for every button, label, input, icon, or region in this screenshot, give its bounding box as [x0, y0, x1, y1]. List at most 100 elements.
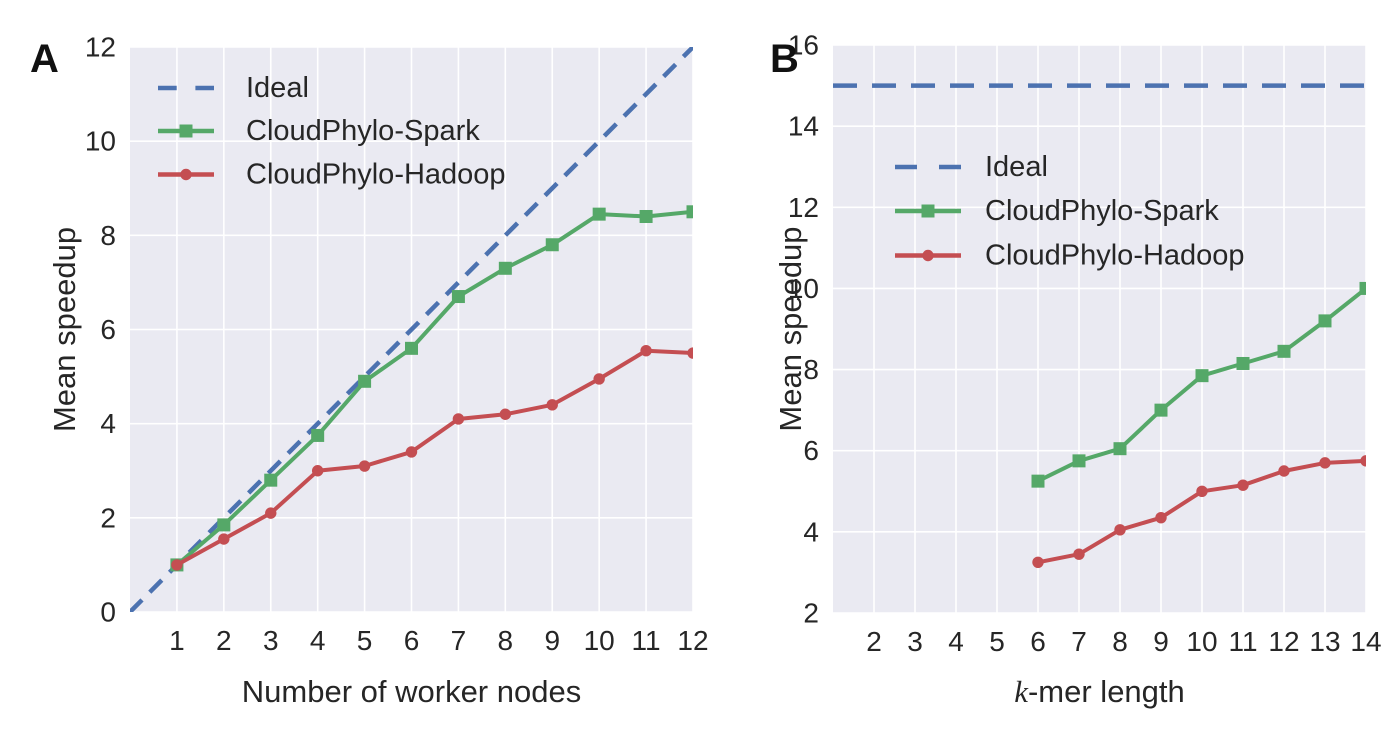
- data-point-marker-circle: [640, 344, 652, 357]
- plot-area: [833, 45, 1366, 613]
- data-point-marker-circle: [1319, 457, 1331, 469]
- data-point-marker-circle: [405, 446, 418, 458]
- x-tick-label: 7: [1071, 626, 1087, 657]
- data-point-marker-square: [1113, 442, 1127, 456]
- x-tick-label: 14: [1350, 626, 1381, 657]
- data-point-marker-square: [639, 210, 653, 223]
- data-point-marker-circle: [1196, 485, 1208, 497]
- data-point-marker-square: [1072, 454, 1086, 468]
- legend-label: CloudPhylo-Hadoop: [246, 159, 506, 191]
- x-tick-label: 6: [404, 625, 420, 656]
- x-tick-label: 10: [1186, 626, 1217, 657]
- x-tick-label: 3: [263, 625, 279, 656]
- data-point-marker-circle: [1237, 479, 1249, 491]
- y-tick-label: 12: [788, 192, 819, 223]
- data-point-marker-square: [217, 518, 231, 532]
- panel-label: B: [770, 37, 799, 81]
- x-tick-label: 11: [1228, 626, 1257, 657]
- data-point-marker-circle: [452, 413, 465, 425]
- data-point-marker-square: [1236, 356, 1250, 370]
- data-point-marker-circle: [1360, 455, 1366, 467]
- y-tick-label: 10: [788, 273, 819, 304]
- data-point-marker-circle: [311, 465, 324, 477]
- series-line-ideal: [130, 47, 693, 612]
- series-line-cloudphylo-spark: [175, 209, 693, 567]
- data-point-marker-circle: [1155, 511, 1167, 524]
- data-point-marker-circle: [499, 408, 512, 420]
- data-point-marker-square: [1154, 403, 1168, 417]
- x-axis-label: Number of worker nodes: [242, 674, 581, 709]
- data-point-marker-circle: [1278, 465, 1290, 477]
- y-tick-label: 14: [788, 111, 819, 142]
- y-tick-label: 8: [100, 220, 116, 251]
- data-point-marker-circle: [546, 399, 558, 411]
- legend-label: CloudPhylo-Spark: [246, 115, 480, 147]
- data-point-marker-square: [1359, 281, 1366, 295]
- legend-label: CloudPhylo-Hadoop: [985, 240, 1245, 272]
- data-point-marker-circle: [1073, 548, 1085, 560]
- data-point-marker-circle: [1114, 524, 1126, 536]
- data-point-marker-circle: [1032, 556, 1044, 568]
- x-tick-label: 2: [216, 625, 232, 656]
- x-tick-label: 4: [310, 625, 326, 656]
- x-tick-label: 10: [584, 625, 615, 656]
- legend-label: Ideal: [985, 151, 1048, 183]
- y-tick-label: 8: [803, 354, 819, 385]
- legend-label: Ideal: [246, 72, 309, 104]
- data-point-marker-circle: [265, 507, 277, 519]
- x-tick-label: 2: [866, 626, 882, 657]
- data-point-marker-square: [451, 290, 465, 304]
- x-tick-label: 1: [169, 625, 185, 656]
- data-point-marker-square: [1031, 474, 1045, 488]
- data-point-marker-square: [592, 207, 606, 221]
- x-tick-label: 4: [948, 626, 964, 657]
- data-point-marker-circle: [687, 347, 693, 359]
- series-group: [130, 47, 693, 612]
- x-axis-label-text-part: Number of worker nodes: [242, 674, 581, 709]
- y-tick-label: 6: [100, 314, 116, 345]
- series-group: [833, 83, 1366, 568]
- y-tick-label: 2: [803, 598, 819, 629]
- y-tick-label: 10: [85, 126, 116, 157]
- data-point-marker-circle: [171, 559, 183, 571]
- y-tick-label: 4: [803, 516, 819, 547]
- x-tick-label: 8: [498, 625, 514, 656]
- data-point-marker-circle: [593, 373, 605, 385]
- y-tick-label: 6: [803, 435, 819, 466]
- data-point-marker-square: [686, 205, 693, 219]
- data-point-marker-square: [311, 428, 325, 442]
- x-tick-label: 6: [1030, 626, 1046, 657]
- data-point-marker-square: [264, 473, 278, 487]
- legend-marker-circle: [922, 249, 934, 262]
- x-tick-label: 3: [907, 626, 923, 657]
- x-tick-label: 7: [451, 625, 467, 656]
- panel-label: A: [30, 37, 59, 81]
- data-point-marker-square: [545, 238, 559, 252]
- data-point-marker-square: [1195, 369, 1209, 383]
- y-axis-label: Mean speedup: [47, 227, 82, 432]
- legend-marker-circle: [180, 168, 192, 181]
- series-line-cloudphylo-hadoop: [175, 348, 693, 567]
- y-tick-label: 2: [100, 502, 116, 533]
- legend-marker-square: [179, 124, 193, 138]
- data-point-marker-circle: [218, 533, 230, 545]
- x-tick-label: 9: [1153, 626, 1169, 657]
- data-point-marker-square: [405, 341, 418, 355]
- x-axis-label-italic-part: k: [1014, 674, 1029, 709]
- legend-label: CloudPhylo-Spark: [985, 195, 1219, 227]
- y-tick-label: 12: [85, 32, 116, 63]
- x-tick-label: 5: [357, 625, 373, 656]
- y-tick-label: 0: [100, 597, 116, 628]
- x-axis-label-text-part: -mer length: [1028, 674, 1185, 709]
- data-point-marker-square: [1318, 314, 1332, 328]
- data-point-marker-square: [1277, 344, 1291, 358]
- x-tick-label: 5: [989, 626, 1005, 657]
- x-tick-label: 13: [1309, 626, 1340, 657]
- x-tick-label: 9: [544, 625, 560, 656]
- data-point-marker-square: [498, 261, 512, 275]
- y-tick-label: 4: [100, 408, 116, 439]
- x-tick-label: 11: [632, 625, 661, 656]
- x-tick-label: 8: [1112, 626, 1128, 657]
